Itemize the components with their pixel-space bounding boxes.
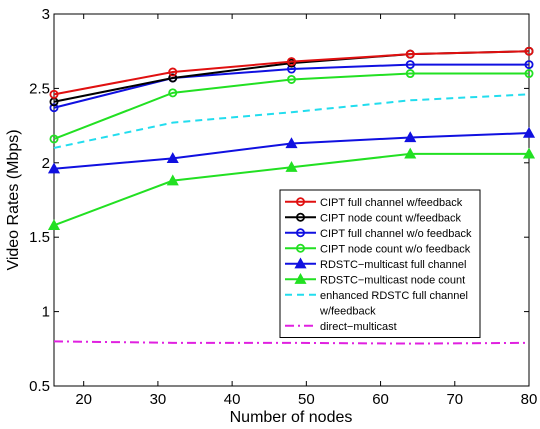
legend-entry: RDSTC−multicast node count — [285, 273, 465, 286]
x-tick-label: 80 — [521, 391, 538, 408]
series-cipt-node-count-w-o-feedback — [49, 69, 534, 144]
data-point — [168, 67, 178, 77]
legend-entry: direct−multicast — [285, 321, 397, 333]
axis-ticks: 20 30 40 50 60 70 80 0.5 1 1.5 2 2.5 3 — [29, 6, 537, 408]
data-point — [166, 174, 179, 186]
data-point — [49, 134, 59, 144]
series-line — [53, 340, 530, 345]
series-layer — [47, 46, 536, 345]
series-line — [53, 63, 529, 109]
x-tick-label: 50 — [298, 391, 315, 408]
series-enhanced-rdstc-full-channel-w-feedback — [53, 93, 530, 149]
legend-label: CIPT full channel w/feedback — [320, 197, 463, 209]
data-point — [168, 88, 178, 98]
legend-label: RDSTC−multicast full channel — [320, 259, 466, 271]
series-line — [53, 72, 529, 140]
series-line — [53, 50, 530, 96]
series-rdstc-multicast-full-channel — [47, 126, 536, 174]
y-tick-label: 0.5 — [29, 378, 50, 395]
legend-marker — [295, 212, 305, 222]
data-point — [524, 69, 534, 79]
x-tick-label: 70 — [446, 391, 463, 408]
data-point — [404, 131, 417, 143]
legend-entry: CIPT node count w/feedback — [285, 212, 462, 224]
data-point — [49, 89, 59, 99]
y-axis-label: Video Rates (Mbps) — [5, 129, 22, 270]
series-cipt-full-channel-w-feedback — [49, 46, 534, 99]
legend-label: RDSTC−multicast node count — [320, 274, 465, 286]
y-tick-label: 2 — [42, 155, 50, 172]
legend-label: CIPT full channel w/o feedback — [320, 228, 472, 240]
y-tick-label: 2.5 — [29, 80, 50, 97]
data-point — [404, 147, 417, 159]
data-point — [524, 60, 534, 70]
y-tick-label: 1.5 — [29, 229, 50, 246]
legend-entry: CIPT full channel w/feedback — [285, 197, 463, 209]
y-tick-label: 1 — [42, 304, 50, 321]
data-point — [405, 60, 415, 70]
data-point — [522, 126, 536, 138]
data-point — [405, 49, 415, 59]
legend-entry: enhanced RDSTC full channel w/feedback — [285, 290, 468, 317]
legend-marker — [295, 228, 305, 238]
legend-entry: RDSTC−multicast full channel — [285, 257, 466, 271]
data-point — [286, 74, 296, 84]
x-axis-label: Number of nodes — [230, 409, 353, 426]
x-tick-label: 60 — [372, 391, 389, 408]
legend-label: CIPT node count w/feedback — [320, 212, 462, 224]
series-direct-multicast — [53, 340, 530, 345]
x-tick-label: 20 — [75, 391, 92, 408]
legend-entry: CIPT node count w/o feedback — [285, 243, 471, 255]
legend-label: w/feedback — [319, 305, 376, 317]
data-point — [285, 137, 298, 149]
x-tick-label: 40 — [224, 391, 241, 408]
legend-marker — [295, 243, 305, 253]
data-point — [168, 73, 178, 83]
x-tick-label: 30 — [150, 391, 167, 408]
data-point — [405, 69, 415, 79]
data-point — [49, 103, 59, 113]
legend-marker — [295, 197, 305, 207]
data-point — [47, 162, 61, 174]
legend-label: direct−multicast — [320, 321, 397, 333]
legend-marker — [294, 257, 307, 269]
data-point — [285, 161, 298, 172]
legend-marker — [294, 273, 307, 284]
legend-entry: CIPT full channel w/o feedback — [285, 228, 472, 240]
legend-label: enhanced RDSTC full channel — [320, 290, 468, 302]
legend: CIPT full channel w/feedback CIPT node co… — [279, 189, 481, 338]
data-point — [522, 147, 536, 159]
data-point — [524, 46, 534, 56]
legend-label: CIPT node count w/o feedback — [320, 243, 471, 255]
data-point — [47, 219, 61, 230]
data-point — [166, 152, 179, 163]
series-rdstc-multicast-node-count — [47, 147, 536, 230]
data-point — [286, 57, 296, 67]
y-tick-label: 3 — [42, 6, 50, 23]
series-line — [53, 93, 530, 149]
